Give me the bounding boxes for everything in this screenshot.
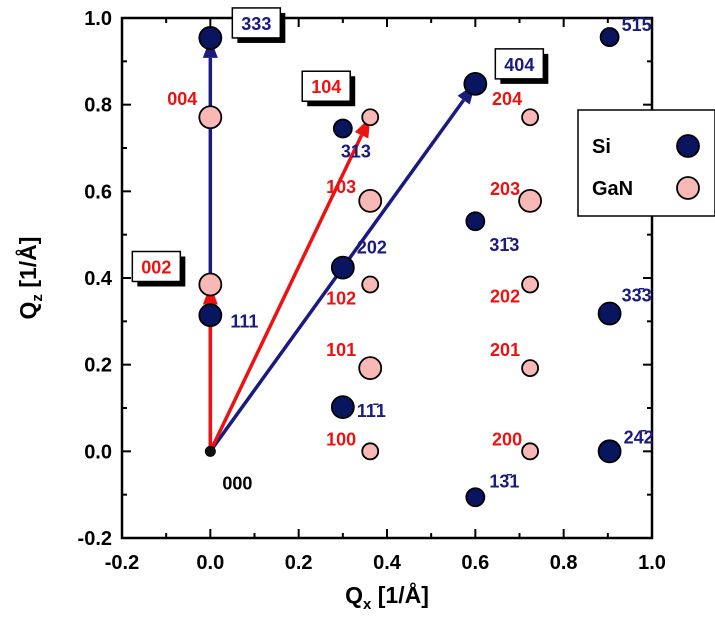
x-axis-title: Qx [1/Å]: [345, 581, 429, 613]
x-axis-title-main: Q: [345, 582, 363, 608]
origin-point: [204, 445, 216, 457]
si-point-label: 13̄1: [489, 471, 519, 491]
y-axis-title-unit: [1/Å]: [14, 237, 41, 295]
label-box: [131, 250, 182, 283]
legend-gan-label: GaN: [592, 178, 633, 200]
si-point: [465, 487, 486, 508]
gan-point-label: 203: [490, 179, 520, 199]
legend-si-label: Si: [592, 136, 611, 158]
gan-point: [361, 442, 380, 461]
legend-si-marker: [676, 134, 700, 158]
y-tick-label: 0.0: [84, 441, 112, 463]
gan-point-label: 004: [167, 89, 197, 109]
gan-point-label: 200: [492, 429, 522, 449]
axes: -0.2 0.0 0.2 0.4 0.6 0.8 1.0 -0.2 0.0 0.2 0.4 0.6 0.…: [78, 8, 666, 574]
si-point-label: 111: [230, 311, 258, 331]
si-point: [332, 118, 353, 139]
x-tick-label: 1.0: [638, 552, 666, 574]
gan-point-label: 202: [490, 287, 520, 307]
gan-point-label: 101: [326, 340, 356, 360]
x-tick-label: 0.6: [461, 552, 489, 574]
y-axis-title-subscript: z: [29, 294, 46, 302]
si-point: [597, 301, 622, 326]
gan-point-label: 100: [326, 429, 356, 449]
si-point-label: 51̄5: [622, 15, 652, 35]
gan-point: [521, 108, 539, 127]
gan-point-label: 103: [326, 177, 356, 197]
si-point-label: 31̄3: [489, 235, 519, 255]
gan-point-label: 204: [492, 89, 522, 109]
vector-line-gan: [208, 134, 364, 453]
gan-point: [361, 275, 380, 294]
si-point: [330, 255, 355, 280]
label-box: [494, 48, 545, 80]
x-axis-title-unit: [1/Å]: [371, 581, 429, 608]
si-point: [465, 211, 486, 232]
gan-point: [521, 359, 539, 378]
y-tick-label: 0.6: [84, 181, 112, 203]
si-point-label: 333: [241, 14, 271, 34]
si-point: [330, 395, 355, 420]
x-tick-label: 0.4: [373, 552, 402, 574]
si-point-label: 33̄3: [622, 286, 652, 306]
si-point-label: 404: [504, 55, 534, 75]
x-tick-label: 0.8: [550, 552, 578, 574]
si-point-label: 313: [341, 142, 371, 162]
y-axis-title: Qz [1/Å]: [14, 237, 46, 320]
gan-point: [518, 188, 542, 213]
legend-gan-marker: [676, 176, 700, 200]
y-tick-label: 1.0: [84, 8, 112, 30]
y-tick-label: 0.4: [84, 268, 113, 290]
data-points: [198, 26, 622, 508]
si-point: [463, 71, 488, 96]
legend-box: [577, 109, 715, 217]
y-axis-title-main: Q: [15, 302, 41, 320]
x-tick-label: 0.0: [196, 552, 224, 574]
gan-point: [198, 105, 223, 130]
legend: Si GaN: [577, 109, 715, 217]
gan-point: [521, 442, 539, 461]
si-point: [198, 303, 223, 328]
gan-point: [358, 188, 383, 213]
gan-point: [521, 275, 539, 294]
gan-point-label: 002: [141, 258, 171, 278]
si-point-label: 11̄1: [357, 401, 386, 421]
gan-point: [361, 108, 380, 127]
x-axis-title-subscript: x: [363, 596, 372, 613]
point-labels: 000 111 333 11̄1 202 313 404 31̄3 13̄1 51̄5 33̄3 24…: [131, 7, 654, 493]
x-tick-label: -0.2: [105, 552, 139, 574]
si-point: [599, 27, 620, 47]
si-point-label: 24̄2: [624, 427, 654, 447]
y-tick-label: 0.2: [84, 355, 112, 377]
label-box: [301, 70, 351, 102]
gan-point-label: 104: [311, 77, 341, 97]
si-point: [198, 26, 223, 50]
si-point-label: 202: [357, 238, 387, 258]
gan-point: [198, 272, 223, 297]
si-point: [597, 439, 622, 464]
gan-point-label: 102: [326, 289, 356, 309]
gan-point-label: 201: [490, 340, 520, 360]
x-tick-label: 0.2: [285, 552, 313, 574]
origin-label: 000: [222, 473, 252, 493]
gan-point: [358, 356, 383, 381]
y-tick-label: -0.2: [78, 528, 112, 550]
y-tick-label: 0.8: [84, 95, 112, 117]
label-box: [231, 7, 282, 39]
